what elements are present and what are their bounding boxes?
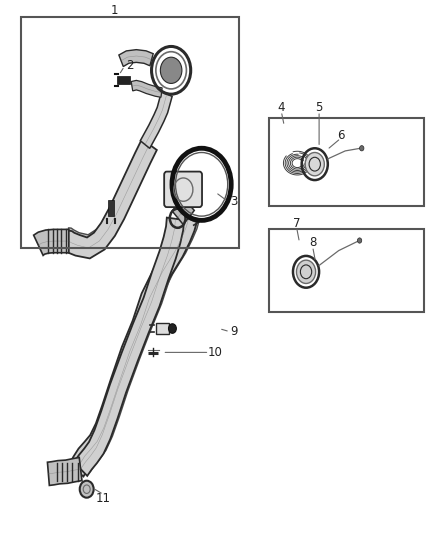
PathPatch shape (131, 80, 162, 98)
Bar (21, 17, 239, 248)
PathPatch shape (78, 217, 199, 473)
Text: 2: 2 (126, 59, 134, 71)
Bar (117, 76, 130, 84)
Bar (109, 200, 114, 216)
Text: 7: 7 (293, 216, 300, 230)
Text: 3: 3 (230, 195, 238, 208)
Circle shape (305, 152, 324, 176)
Text: 9: 9 (230, 325, 238, 338)
Bar (269, 229, 424, 312)
Bar (269, 118, 424, 206)
Text: 5: 5 (315, 101, 323, 114)
PathPatch shape (69, 215, 197, 477)
Text: 10: 10 (207, 346, 222, 359)
Text: 1: 1 (111, 4, 118, 17)
Circle shape (80, 481, 94, 498)
PathPatch shape (74, 217, 184, 476)
Text: 11: 11 (96, 492, 111, 505)
Circle shape (360, 146, 364, 151)
PathPatch shape (119, 50, 153, 67)
Circle shape (169, 324, 177, 333)
PathPatch shape (34, 229, 69, 255)
Bar (156, 323, 170, 334)
Circle shape (357, 238, 362, 243)
Circle shape (297, 260, 316, 284)
FancyBboxPatch shape (164, 172, 202, 207)
PathPatch shape (47, 457, 82, 486)
Text: 4: 4 (278, 101, 285, 114)
PathPatch shape (140, 92, 172, 148)
Text: 8: 8 (309, 236, 316, 249)
PathPatch shape (172, 197, 194, 224)
Circle shape (160, 57, 182, 84)
PathPatch shape (68, 133, 153, 245)
PathPatch shape (66, 139, 157, 259)
Text: 6: 6 (337, 128, 345, 141)
PathPatch shape (83, 218, 187, 472)
